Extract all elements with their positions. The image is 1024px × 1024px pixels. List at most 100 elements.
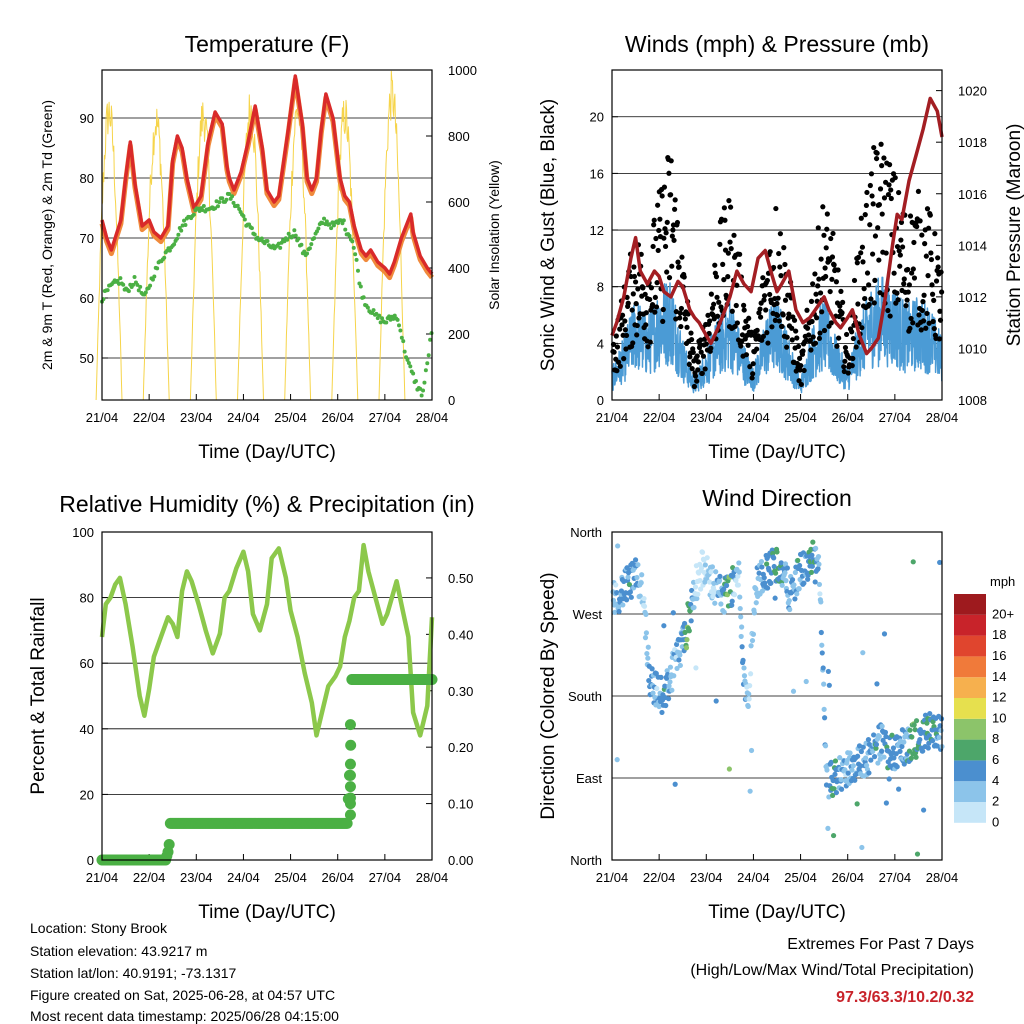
dewpoint-point — [361, 295, 366, 300]
dewpoint-point — [343, 227, 348, 232]
gust-point — [861, 286, 867, 292]
colorbar-label: 10 — [992, 710, 1006, 725]
dewpoint-point — [278, 245, 283, 250]
gust-point — [754, 346, 760, 352]
dewpoint-point — [355, 268, 360, 273]
gust-point — [709, 305, 716, 311]
direction-point — [818, 599, 824, 605]
gust-point — [688, 336, 695, 343]
gust-point — [833, 279, 840, 285]
direction-point — [927, 710, 933, 717]
solar-insolation-line — [284, 101, 312, 401]
colorbar-swatch — [954, 802, 986, 823]
gust-point — [929, 291, 936, 297]
relative-humidity-line — [99, 542, 435, 738]
gust-point — [688, 330, 694, 336]
direction-point — [713, 569, 719, 575]
gust-point — [651, 217, 657, 223]
direction-point — [665, 696, 672, 702]
temperature-frame — [101, 69, 433, 401]
dewpoint-point — [309, 242, 314, 247]
gust-point — [789, 337, 795, 343]
direction-point — [910, 559, 916, 565]
direction-point — [614, 590, 620, 596]
gust-point — [924, 310, 930, 317]
gust-point — [883, 250, 889, 256]
direction-point — [871, 732, 877, 738]
gust-point — [909, 270, 915, 276]
gust-point — [817, 290, 824, 296]
direction-point — [670, 610, 676, 616]
gust-point — [919, 232, 925, 238]
gust-point — [682, 316, 688, 322]
direction-point — [628, 594, 634, 600]
direction-point — [894, 764, 900, 770]
colorbar-label: 16 — [992, 648, 1006, 663]
dewpoint-point — [227, 191, 232, 196]
direction-point — [717, 573, 723, 579]
dewpoint-point — [299, 242, 304, 247]
gust-point — [670, 227, 676, 233]
gust-point — [614, 368, 620, 374]
gust-point — [905, 266, 911, 273]
direction-point — [750, 631, 757, 637]
direction-point — [733, 577, 739, 583]
dewpoint-point — [152, 274, 157, 279]
dewpoint-point — [172, 242, 177, 247]
winds-ytick-right-label: 1008 — [958, 393, 987, 408]
dewpoint-point — [231, 200, 236, 205]
gust-point — [905, 289, 911, 295]
info-elevation: Station elevation: 43.9217 m — [30, 943, 208, 959]
dewpoint-point — [230, 194, 235, 199]
gust-point — [625, 300, 631, 306]
dewpoint-point — [241, 213, 246, 218]
temperature-ytick-right-label: 1000 — [448, 63, 477, 78]
dewpoint-point — [286, 231, 291, 236]
gust-point — [820, 204, 826, 210]
gust-point — [647, 296, 653, 303]
humidity-frame — [101, 531, 433, 861]
direction-point — [747, 683, 753, 689]
gust-point — [673, 316, 679, 322]
gust-point — [896, 189, 902, 196]
gust-point — [922, 241, 928, 247]
direction-point — [646, 677, 652, 684]
direction-point — [748, 671, 754, 677]
direction-point — [815, 554, 822, 560]
gust-point — [636, 315, 642, 321]
direction-point — [738, 614, 744, 620]
dewpoint-point — [347, 233, 352, 238]
gust-point — [731, 232, 737, 238]
gust-point — [917, 218, 923, 224]
humidity-xtick-label: 21/04 — [86, 870, 119, 885]
gust-point — [707, 318, 713, 324]
colorbar-swatch — [954, 739, 986, 761]
direction-point — [924, 720, 930, 726]
gust-point — [653, 235, 659, 242]
direction-point — [914, 851, 921, 857]
direction-point — [662, 683, 668, 689]
direction-point — [654, 685, 660, 692]
gust-point — [871, 144, 877, 151]
direction-point — [815, 566, 821, 572]
dewpoint-point — [426, 353, 431, 358]
gust-point — [821, 232, 827, 238]
dewpoint-point — [174, 236, 179, 241]
gust-point — [868, 296, 874, 302]
direction-point — [721, 586, 727, 592]
winds-panel: Winds (mph) & Pressure (mb) 21/04 22/04 23/… — [538, 31, 1024, 463]
dewpoint-point — [285, 237, 290, 242]
gust-point — [878, 141, 884, 147]
direction-point — [816, 561, 822, 567]
gust-point — [935, 264, 941, 270]
dewpoint-point — [293, 233, 298, 238]
direction-point — [692, 584, 699, 590]
direction-point — [882, 729, 889, 735]
gust-point — [767, 291, 773, 298]
direction-point — [819, 642, 825, 648]
humidity-ytick-label: 60 — [80, 656, 94, 671]
dewpoint-point — [331, 223, 336, 228]
gust-point — [813, 291, 819, 297]
direction-point — [637, 593, 643, 599]
direction-point — [782, 570, 788, 576]
